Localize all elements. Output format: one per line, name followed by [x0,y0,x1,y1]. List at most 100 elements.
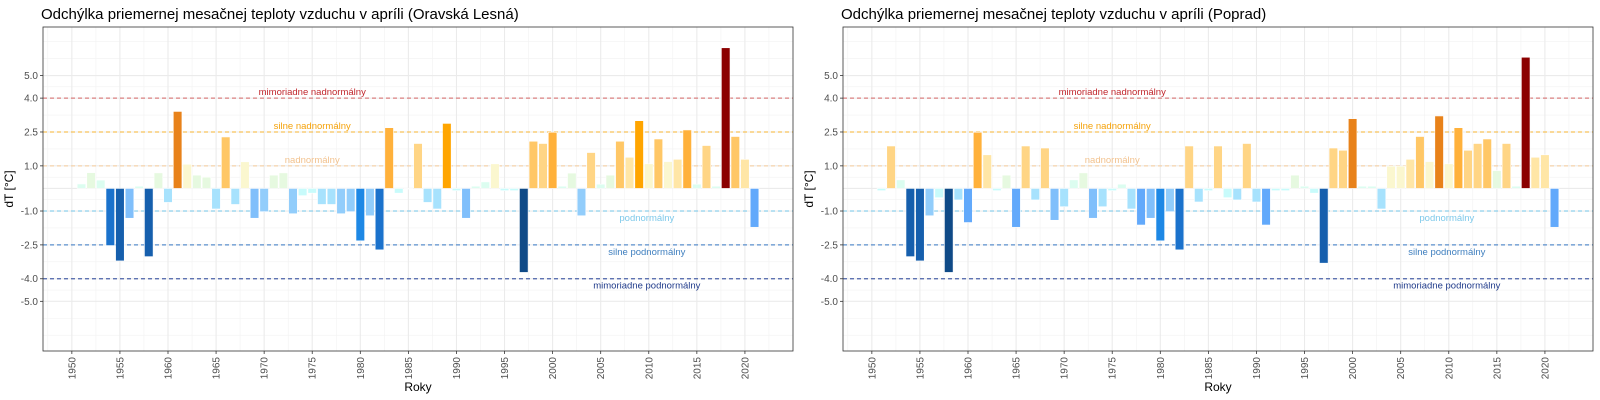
bar-1995 [1299,185,1310,189]
bar-1977 [326,188,337,205]
bar-1984 [1194,188,1204,203]
bar-2011 [1453,127,1464,189]
threshold-label: nadnormálny [1085,155,1140,166]
chart-panel-oravska-lesna: mimoriadne nadnormálny silne nadnormálny n… [2,6,794,394]
bar-2019 [730,136,740,189]
bar-2002 [1367,185,1377,189]
bar-1998 [1328,147,1339,189]
bar-2016 [701,145,712,189]
bar-2011 [653,138,664,189]
x-axis-title: Roky [1204,380,1231,394]
x-tick-label: 1975 [308,357,319,380]
bar-2019 [1530,156,1540,189]
bar-1955 [915,188,925,262]
bar-2020 [740,159,750,189]
bar-1978 [1136,188,1146,226]
x-tick-label: 1965 [212,357,223,380]
bar-1990 [1251,188,1262,203]
bar-1962 [982,154,992,189]
threshold-label: silne podnormálny [608,247,685,258]
x-tick-label: 1960 [164,357,175,380]
y-tick-label: 2.5 [24,127,38,138]
bar-1992 [471,185,481,189]
threshold-label: mimoriadne nadnormálny [1059,87,1166,98]
bar-1991 [1261,188,1271,226]
bar-1981 [365,188,375,217]
bar-1967 [1030,188,1040,201]
y-tick-label: -4.0 [821,274,839,285]
bar-2006 [1405,159,1415,189]
bar-2003 [576,188,587,217]
chart-title: Odchýlka priemernej mesačnej teploty vzd… [41,6,519,23]
bar-2015 [692,183,702,189]
bar-2013 [1472,143,1483,189]
bar-2004 [586,152,596,189]
bar-1997 [519,188,529,273]
x-tick-label: 2005 [1396,357,1407,380]
bar-1953 [96,179,106,189]
x-tick-label: 2015 [692,357,703,380]
bar-1989 [442,123,452,189]
x-tick-label: 1980 [356,357,367,380]
bar-1954 [905,188,915,257]
bar-2020 [1540,154,1550,189]
bar-2008 [1424,161,1435,189]
y-tick-label: -4.0 [21,274,39,285]
bar-1978 [336,188,346,215]
chart-panel-poprad: mimoriadne nadnormálny silne nadnormálny n… [802,6,1594,394]
bar-2014 [1482,138,1492,189]
x-tick-label: 2020 [740,357,751,380]
bar-1953 [896,179,906,189]
bar-1964 [1001,174,1012,189]
x-tick-label: 2010 [644,357,655,380]
x-tick-label: 1985 [404,357,415,380]
bar-2007 [615,140,625,189]
bar-1980 [1155,188,1165,242]
x-tick-label: 1995 [500,357,511,380]
bar-2014 [682,129,692,189]
bar-1984 [394,188,404,194]
bar-1972 [278,172,289,189]
y-tick-label: 1.0 [824,161,838,172]
x-tick-label: 1990 [1252,357,1263,380]
bar-1965 [211,188,221,210]
bar-1986 [1213,145,1223,189]
bar-1966 [1021,145,1031,189]
bar-2009 [1434,115,1444,189]
bar-2017 [711,185,721,189]
bar-1985 [403,188,414,190]
x-tick-label: 1950 [867,357,878,380]
bar-1994 [1290,174,1300,189]
y-tick-label: 5.0 [24,71,38,82]
bar-1999 [538,143,548,189]
bar-1973 [1088,188,1098,219]
bar-1960 [963,188,973,223]
bar-1991 [461,188,471,219]
bar-1977 [1126,188,1137,210]
bar-1976 [1117,183,1127,189]
bar-1969 [249,188,260,219]
threshold-label: podnormálny [1419,213,1474,224]
y-axis-title: dT [°C] [802,170,816,207]
y-tick-label: 4.0 [824,94,838,105]
bar-2010 [1444,163,1454,189]
y-tick-label: 5.0 [824,71,838,82]
y-tick-label: -5.0 [821,297,839,308]
x-tick-label: 1950 [67,357,78,380]
x-tick-label: 1955 [915,357,926,380]
bar-1987 [1222,188,1233,198]
bar-1960 [163,188,173,203]
x-tick-label: 2005 [596,357,607,380]
x-tick-label: 2000 [1348,357,1359,380]
bar-1971 [269,174,279,189]
bar-1972 [1078,172,1089,189]
x-tick-label: 1960 [964,357,975,380]
threshold-label: silne nadnormálny [1074,121,1151,132]
bar-1957 [934,188,944,198]
x-axis-title: Roky [404,380,431,394]
bar-1989 [1242,143,1252,189]
bar-1975 [1107,188,1117,191]
threshold-label: silne podnormálny [1408,247,1485,258]
bar-1985 [1203,188,1214,191]
panel-border [42,26,794,352]
